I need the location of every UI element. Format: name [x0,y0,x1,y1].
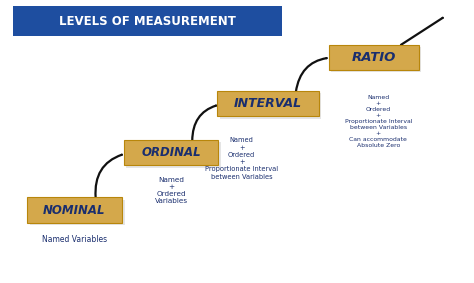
FancyBboxPatch shape [30,200,125,225]
Text: Named Variables: Named Variables [42,235,107,245]
FancyArrowPatch shape [192,106,216,141]
Text: LEVELS OF MEASUREMENT: LEVELS OF MEASUREMENT [59,14,236,27]
Text: NOMINAL: NOMINAL [43,204,106,217]
Text: Named
+
Ordered
+
Proportionate Interval
between Variables: Named + Ordered + Proportionate Interval… [205,137,278,179]
Text: ORDINAL: ORDINAL [141,146,201,159]
Text: INTERVAL: INTERVAL [234,97,301,110]
FancyBboxPatch shape [219,93,321,119]
Text: Named
+
Ordered
+
Proportionate Interval
between Variables
+
Can accommodate
Abs: Named + Ordered + Proportionate Interval… [345,95,412,148]
FancyBboxPatch shape [124,140,219,166]
FancyArrowPatch shape [95,155,122,198]
FancyBboxPatch shape [331,47,421,72]
Text: Named
+
Ordered
Variables: Named + Ordered Variables [155,177,188,204]
Text: RATIO: RATIO [351,51,396,64]
FancyBboxPatch shape [127,142,221,168]
FancyBboxPatch shape [27,198,122,223]
FancyBboxPatch shape [328,45,419,70]
FancyArrowPatch shape [296,58,327,92]
FancyArrowPatch shape [401,18,443,45]
FancyBboxPatch shape [217,91,319,116]
FancyBboxPatch shape [13,6,282,37]
